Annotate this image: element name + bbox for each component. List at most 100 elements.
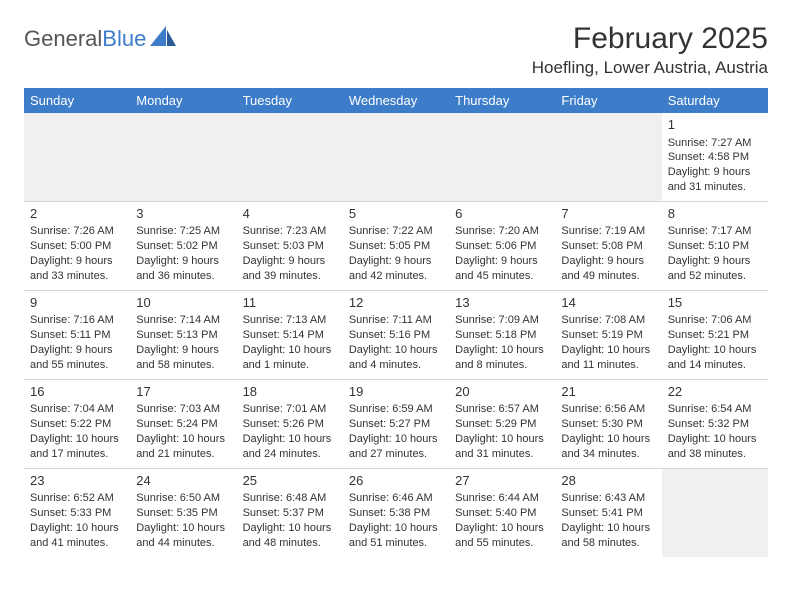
day-cell: 25Sunrise: 6:48 AMSunset: 5:37 PMDayligh… (237, 468, 343, 557)
day-detail-line: and 11 minutes. (561, 358, 655, 373)
day-cell: 2Sunrise: 7:26 AMSunset: 5:00 PMDaylight… (24, 201, 130, 290)
day-detail-line: Sunset: 5:24 PM (136, 417, 230, 432)
day-detail-line: Daylight: 10 hours (455, 432, 549, 447)
day-cell: 17Sunrise: 7:03 AMSunset: 5:24 PMDayligh… (130, 379, 236, 468)
day-detail-line: and 38 minutes. (668, 447, 762, 462)
day-detail-line: Daylight: 10 hours (561, 343, 655, 358)
day-detail-line: Daylight: 10 hours (243, 432, 337, 447)
day-detail-line: Sunrise: 7:20 AM (455, 224, 549, 239)
day-cell: 22Sunrise: 6:54 AMSunset: 5:32 PMDayligh… (662, 379, 768, 468)
day-detail-line: Sunset: 5:22 PM (30, 417, 124, 432)
day-detail-line: Sunrise: 6:50 AM (136, 491, 230, 506)
day-detail-line: Sunrise: 6:59 AM (349, 402, 443, 417)
day-cell (449, 113, 555, 201)
month-title: February 2025 (532, 22, 768, 56)
day-number: 11 (243, 294, 337, 312)
day-detail-line: Sunset: 5:40 PM (455, 506, 549, 521)
day-detail-line: and 31 minutes. (455, 447, 549, 462)
day-detail-line: Daylight: 10 hours (668, 343, 762, 358)
day-detail-line: Sunset: 5:00 PM (30, 239, 124, 254)
day-detail-line: and 58 minutes. (561, 536, 655, 551)
day-detail-line: Sunset: 5:29 PM (455, 417, 549, 432)
day-number: 28 (561, 472, 655, 490)
day-detail-line: and 52 minutes. (668, 269, 762, 284)
day-cell: 18Sunrise: 7:01 AMSunset: 5:26 PMDayligh… (237, 379, 343, 468)
day-detail-line: Daylight: 9 hours (136, 254, 230, 269)
day-detail-line: Daylight: 10 hours (136, 521, 230, 536)
day-detail-line: and 4 minutes. (349, 358, 443, 373)
day-detail-line: Sunrise: 7:03 AM (136, 402, 230, 417)
day-number: 14 (561, 294, 655, 312)
logo-text-general: General (24, 26, 102, 52)
day-cell: 23Sunrise: 6:52 AMSunset: 5:33 PMDayligh… (24, 468, 130, 557)
day-cell: 27Sunrise: 6:44 AMSunset: 5:40 PMDayligh… (449, 468, 555, 557)
day-detail-line: Daylight: 9 hours (136, 343, 230, 358)
week-row: 23Sunrise: 6:52 AMSunset: 5:33 PMDayligh… (24, 468, 768, 557)
day-detail-line: Sunrise: 7:22 AM (349, 224, 443, 239)
day-detail-line: Sunset: 5:14 PM (243, 328, 337, 343)
day-detail-line: Sunset: 5:02 PM (136, 239, 230, 254)
weekday-header-row: Sunday Monday Tuesday Wednesday Thursday… (24, 88, 768, 113)
weekday-tuesday: Tuesday (237, 88, 343, 113)
day-detail-line: Daylight: 10 hours (30, 432, 124, 447)
day-detail-line: Sunset: 5:35 PM (136, 506, 230, 521)
week-row: 2Sunrise: 7:26 AMSunset: 5:00 PMDaylight… (24, 201, 768, 290)
day-cell: 14Sunrise: 7:08 AMSunset: 5:19 PMDayligh… (555, 290, 661, 379)
day-detail-line: Sunset: 5:21 PM (668, 328, 762, 343)
day-detail-line: Daylight: 9 hours (243, 254, 337, 269)
day-cell: 1Sunrise: 7:27 AMSunset: 4:58 PMDaylight… (662, 113, 768, 201)
day-detail-line: Daylight: 9 hours (30, 254, 124, 269)
day-number: 6 (455, 205, 549, 223)
day-detail-line: Sunrise: 6:57 AM (455, 402, 549, 417)
weekday-saturday: Saturday (662, 88, 768, 113)
day-detail-line: Sunrise: 7:13 AM (243, 313, 337, 328)
day-detail-line: Sunset: 5:13 PM (136, 328, 230, 343)
day-detail-line: Daylight: 10 hours (136, 432, 230, 447)
day-number: 4 (243, 205, 337, 223)
day-detail-line: and 33 minutes. (30, 269, 124, 284)
day-detail-line: Sunrise: 7:26 AM (30, 224, 124, 239)
day-detail-line: and 55 minutes. (455, 536, 549, 551)
weekday-monday: Monday (130, 88, 236, 113)
day-cell: 7Sunrise: 7:19 AMSunset: 5:08 PMDaylight… (555, 201, 661, 290)
day-detail-line: and 1 minute. (243, 358, 337, 373)
day-detail-line: Sunrise: 7:23 AM (243, 224, 337, 239)
day-detail-line: Sunrise: 6:56 AM (561, 402, 655, 417)
day-detail-line: Daylight: 10 hours (561, 432, 655, 447)
weekday-sunday: Sunday (24, 88, 130, 113)
day-detail-line: Daylight: 10 hours (30, 521, 124, 536)
weekday-friday: Friday (555, 88, 661, 113)
day-detail-line: Sunrise: 7:19 AM (561, 224, 655, 239)
day-detail-line: Sunrise: 6:43 AM (561, 491, 655, 506)
day-detail-line: Daylight: 10 hours (349, 432, 443, 447)
day-cell (130, 113, 236, 201)
day-number: 13 (455, 294, 549, 312)
day-detail-line: and 42 minutes. (349, 269, 443, 284)
day-number: 26 (349, 472, 443, 490)
week-row: 9Sunrise: 7:16 AMSunset: 5:11 PMDaylight… (24, 290, 768, 379)
day-detail-line: and 34 minutes. (561, 447, 655, 462)
title-block: February 2025 Hoefling, Lower Austria, A… (532, 22, 768, 78)
day-detail-line: Daylight: 10 hours (561, 521, 655, 536)
day-number: 19 (349, 383, 443, 401)
day-cell: 20Sunrise: 6:57 AMSunset: 5:29 PMDayligh… (449, 379, 555, 468)
day-cell (662, 468, 768, 557)
day-number: 24 (136, 472, 230, 490)
day-detail-line: Daylight: 10 hours (243, 343, 337, 358)
location-subtitle: Hoefling, Lower Austria, Austria (532, 58, 768, 78)
day-detail-line: Sunrise: 7:01 AM (243, 402, 337, 417)
day-number: 18 (243, 383, 337, 401)
day-detail-line: Sunrise: 7:27 AM (668, 136, 762, 151)
day-detail-line: Daylight: 9 hours (349, 254, 443, 269)
day-number: 16 (30, 383, 124, 401)
day-number: 5 (349, 205, 443, 223)
day-cell (24, 113, 130, 201)
day-cell: 9Sunrise: 7:16 AMSunset: 5:11 PMDaylight… (24, 290, 130, 379)
day-number: 10 (136, 294, 230, 312)
day-number: 9 (30, 294, 124, 312)
day-detail-line: and 39 minutes. (243, 269, 337, 284)
day-detail-line: Sunrise: 7:16 AM (30, 313, 124, 328)
day-cell (237, 113, 343, 201)
day-detail-line: Sunset: 4:58 PM (668, 150, 762, 165)
day-cell: 8Sunrise: 7:17 AMSunset: 5:10 PMDaylight… (662, 201, 768, 290)
